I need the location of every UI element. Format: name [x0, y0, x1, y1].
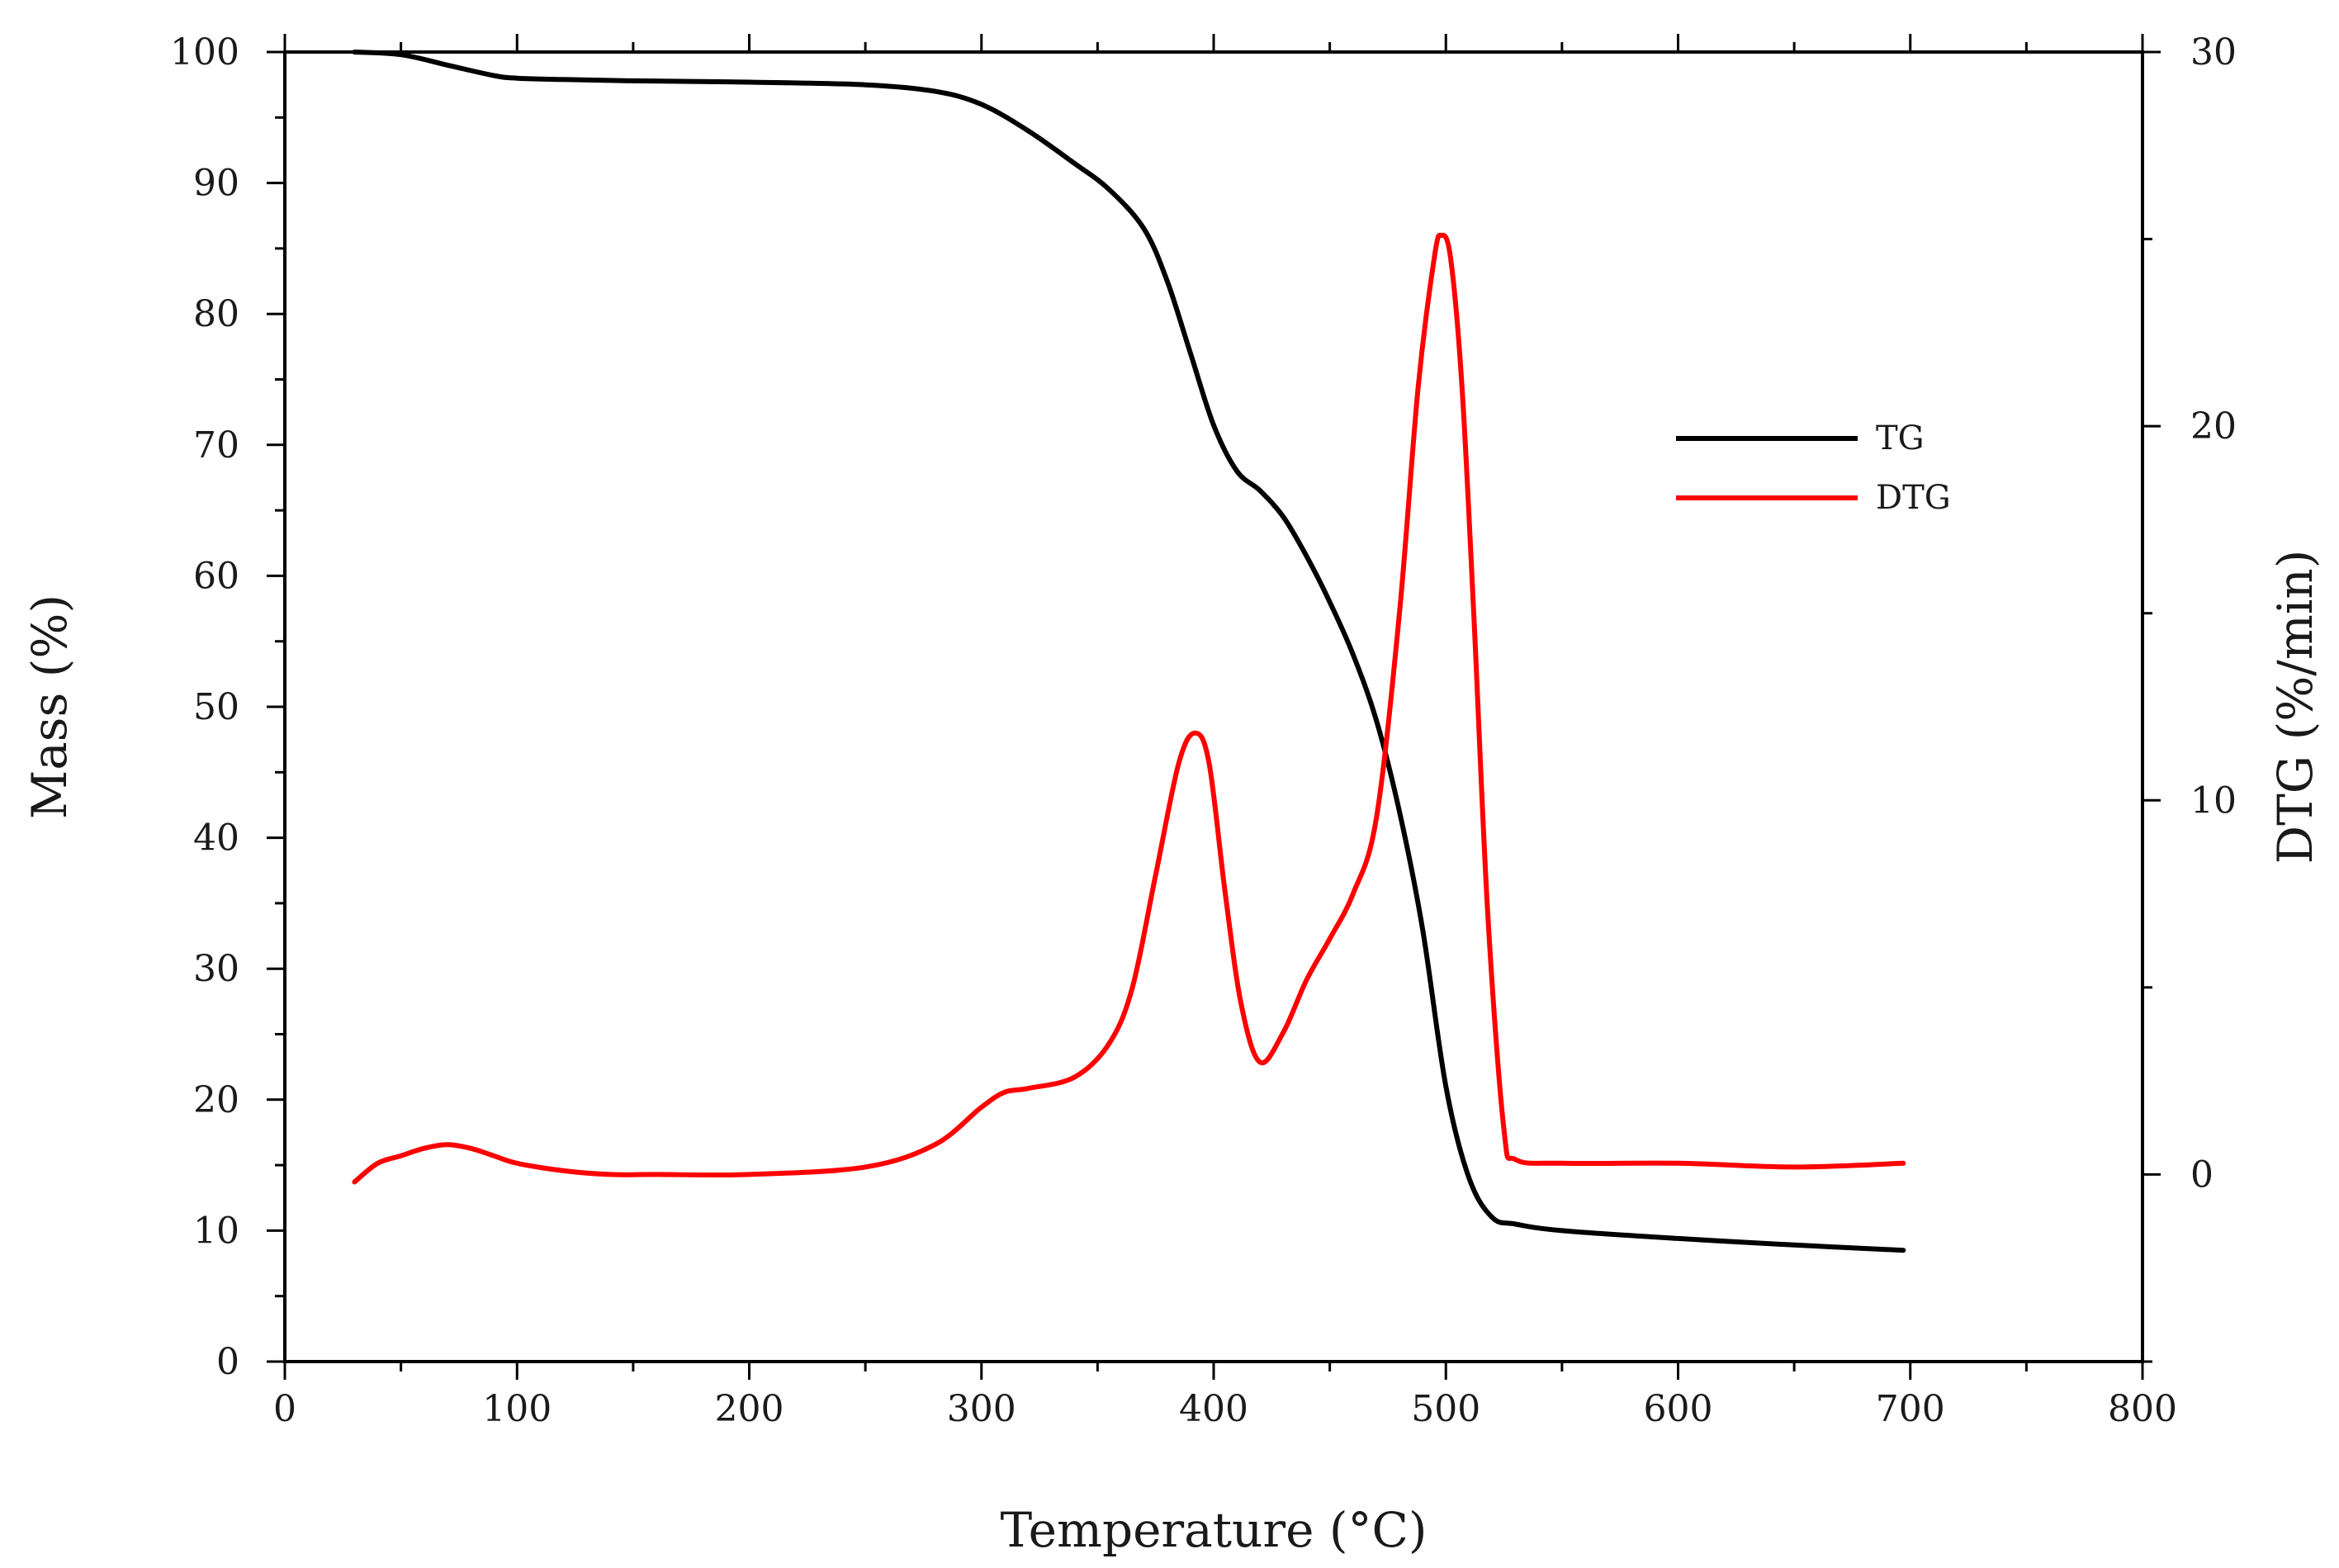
plot-frame [283, 50, 2144, 1363]
tick-layer: 0 100 200 300 400 500 600 700 800010203040506070… [170, 31, 2237, 1430]
y-left-tick-label: 40 [193, 817, 239, 860]
x-tick-label: 100 [482, 1388, 552, 1430]
legend: TG DTG [1676, 419, 1951, 517]
x-tick-label: 200 [715, 1388, 784, 1430]
y-right-tick-label: 10 [2190, 779, 2237, 822]
series-dtg-line [352, 232, 1906, 1185]
y-left-tick-label: 70 [193, 424, 239, 467]
x-tick-label: 600 [1644, 1388, 1713, 1430]
y-left-tick-label: 60 [193, 555, 239, 597]
legend-label-tg: TG [1876, 419, 1925, 457]
x-tick-label: 500 [1411, 1388, 1480, 1430]
x-tick-label: 400 [1179, 1388, 1248, 1430]
y-left-tick-label: 80 [193, 293, 239, 335]
x-axis-title: Temperature (°C) [1000, 1502, 1427, 1558]
y-right-tick-label: 20 [2190, 405, 2237, 448]
y-axis-left-title: Mass (%) [21, 595, 78, 819]
series-tg-line [352, 50, 1906, 1253]
y-left-tick-label: 90 [193, 163, 239, 205]
x-tick-label: 300 [947, 1388, 1016, 1430]
x-tick-label: 800 [2108, 1388, 2177, 1430]
y-axis-right-title: DTG (%/min) [2267, 550, 2323, 865]
y-right-tick-label: 0 [2190, 1153, 2214, 1196]
y-left-tick-label: 50 [193, 686, 239, 728]
y-left-tick-label: 0 [216, 1341, 239, 1383]
y-left-tick-label: 30 [193, 948, 239, 990]
x-tick-label: 0 [273, 1388, 296, 1430]
y-left-tick-label: 10 [193, 1210, 239, 1252]
legend-label-dtg: DTG [1876, 479, 1951, 517]
y-left-tick-label: 20 [193, 1079, 239, 1121]
x-tick-label: 700 [1876, 1388, 1945, 1430]
y-left-tick-label: 100 [170, 31, 239, 73]
y-right-tick-label: 30 [2190, 31, 2237, 73]
curves-layer [352, 50, 1906, 1253]
